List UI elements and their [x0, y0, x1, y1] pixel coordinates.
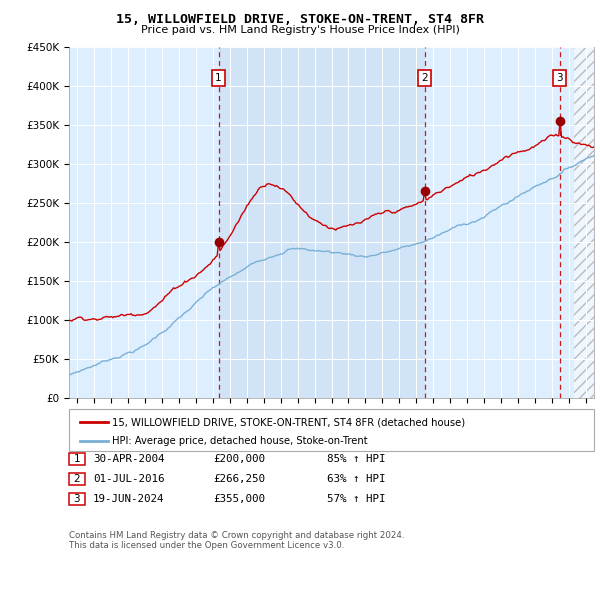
Text: 3: 3 — [556, 73, 563, 83]
Text: 63% ↑ HPI: 63% ↑ HPI — [327, 474, 386, 484]
Text: 01-JUL-2016: 01-JUL-2016 — [93, 474, 164, 484]
Text: £355,000: £355,000 — [213, 494, 265, 504]
Text: 85% ↑ HPI: 85% ↑ HPI — [327, 454, 386, 464]
Text: 3: 3 — [73, 494, 80, 504]
Text: Price paid vs. HM Land Registry's House Price Index (HPI): Price paid vs. HM Land Registry's House … — [140, 25, 460, 35]
Text: 1: 1 — [73, 454, 80, 464]
Text: 15, WILLOWFIELD DRIVE, STOKE-ON-TRENT, ST4 8FR (detached house): 15, WILLOWFIELD DRIVE, STOKE-ON-TRENT, S… — [112, 418, 466, 428]
Text: £200,000: £200,000 — [213, 454, 265, 464]
Text: 19-JUN-2024: 19-JUN-2024 — [93, 494, 164, 504]
Bar — [218, 47, 425, 398]
Bar — [574, 47, 600, 398]
Text: Contains HM Land Registry data © Crown copyright and database right 2024.
This d: Contains HM Land Registry data © Crown c… — [69, 531, 404, 550]
Text: £266,250: £266,250 — [213, 474, 265, 484]
Bar — [574, 47, 600, 398]
Text: 15, WILLOWFIELD DRIVE, STOKE-ON-TRENT, ST4 8FR: 15, WILLOWFIELD DRIVE, STOKE-ON-TRENT, S… — [116, 13, 484, 26]
Text: 2: 2 — [73, 474, 80, 484]
Text: 30-APR-2004: 30-APR-2004 — [93, 454, 164, 464]
Text: 1: 1 — [215, 73, 222, 83]
Text: 2: 2 — [421, 73, 428, 83]
Text: HPI: Average price, detached house, Stoke-on-Trent: HPI: Average price, detached house, Stok… — [112, 436, 368, 445]
Text: 57% ↑ HPI: 57% ↑ HPI — [327, 494, 386, 504]
